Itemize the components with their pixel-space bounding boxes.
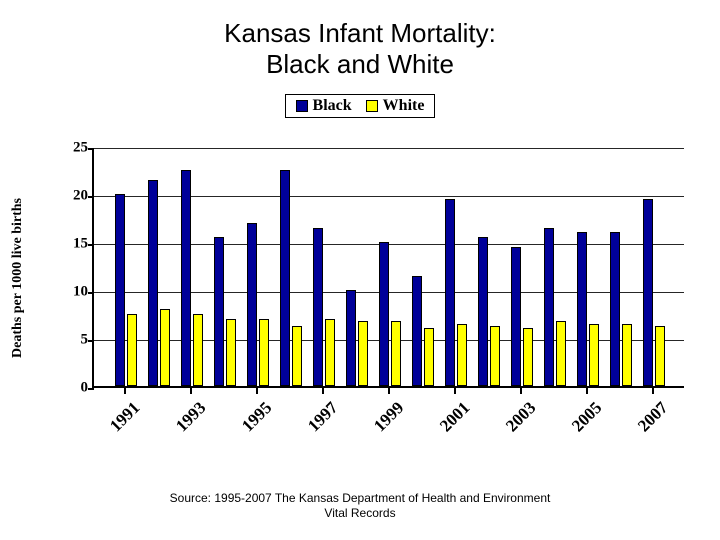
x-tick-label: 2003 — [483, 398, 540, 455]
bar — [655, 326, 665, 386]
x-tick-mark — [520, 388, 522, 394]
y-tick-mark — [88, 244, 94, 246]
y-tick-label: 25 — [58, 140, 88, 157]
bar — [325, 319, 335, 386]
bar — [160, 309, 170, 386]
x-tick-mark — [388, 388, 390, 394]
bar — [313, 228, 323, 386]
legend-swatch-black — [296, 100, 308, 112]
bar — [589, 324, 599, 386]
bar — [115, 194, 125, 386]
bar — [292, 326, 302, 386]
source-citation: Source: 1995-2007 The Kansas Department … — [0, 491, 720, 522]
bar — [214, 237, 224, 386]
y-tick-label: 0 — [58, 380, 88, 397]
legend-item: White — [366, 97, 425, 115]
x-tick-mark — [256, 388, 258, 394]
x-tick-label: 2001 — [417, 398, 474, 455]
x-tick-mark — [322, 388, 324, 394]
x-tick-label: 1999 — [352, 398, 409, 455]
plot-area: 0510152025 — [92, 148, 684, 388]
x-tick-label: 1991 — [88, 398, 145, 455]
bar — [511, 247, 521, 386]
y-tick-mark — [88, 196, 94, 198]
bar — [181, 170, 191, 386]
bar — [259, 319, 269, 386]
bar — [391, 321, 401, 386]
bar — [523, 328, 533, 386]
x-tick-mark — [190, 388, 192, 394]
y-tick-mark — [88, 340, 94, 342]
y-tick-mark — [88, 148, 94, 150]
bar — [346, 290, 356, 386]
legend-swatch-white — [366, 100, 378, 112]
bar — [193, 314, 203, 386]
grid-line — [94, 148, 684, 149]
title-line-1: Kansas Infant Mortality: — [224, 18, 496, 48]
title-line-2: Black and White — [266, 49, 454, 79]
y-tick-label: 5 — [58, 332, 88, 349]
x-tick-mark — [652, 388, 654, 394]
legend-label: Black — [313, 97, 352, 115]
legend-item: Black — [296, 97, 352, 115]
bar — [610, 232, 620, 386]
y-tick-mark — [88, 388, 94, 390]
source-line-2: Vital Records — [324, 506, 395, 520]
bar — [556, 321, 566, 386]
y-tick-label: 10 — [58, 284, 88, 301]
bar — [577, 232, 587, 386]
x-tick-mark — [586, 388, 588, 394]
x-axis-labels: 199119931995199719992001200320052007 — [92, 392, 684, 472]
bar — [358, 321, 368, 386]
bar — [445, 199, 455, 386]
bar — [544, 228, 554, 386]
y-tick-label: 15 — [58, 236, 88, 253]
x-tick-mark — [124, 388, 126, 394]
source-line-1: Source: 1995-2007 The Kansas Department … — [170, 491, 551, 505]
x-tick-label: 1995 — [220, 398, 277, 455]
x-tick-label: 1993 — [154, 398, 211, 455]
bar — [379, 242, 389, 386]
bar — [622, 324, 632, 386]
x-tick-label: 2007 — [615, 398, 672, 455]
bar — [280, 170, 290, 386]
y-axis-label: Deaths per 1000 live births — [10, 148, 30, 408]
bar — [643, 199, 653, 386]
x-tick-mark — [454, 388, 456, 394]
bar — [226, 319, 236, 386]
y-tick-mark — [88, 292, 94, 294]
bar — [457, 324, 467, 386]
chart-title: Kansas Infant Mortality: Black and White — [0, 0, 720, 80]
bar — [478, 237, 488, 386]
bar — [412, 276, 422, 386]
bar — [424, 328, 434, 386]
legend-label: White — [383, 97, 425, 115]
chart-area: 0510152025 19911993199519971999200120032… — [64, 148, 684, 408]
bar — [148, 180, 158, 386]
y-tick-label: 20 — [58, 188, 88, 205]
x-tick-label: 1997 — [286, 398, 343, 455]
x-tick-label: 2005 — [549, 398, 606, 455]
legend: Black White — [285, 94, 436, 118]
bar — [490, 326, 500, 386]
bar — [247, 223, 257, 386]
bar — [127, 314, 137, 386]
